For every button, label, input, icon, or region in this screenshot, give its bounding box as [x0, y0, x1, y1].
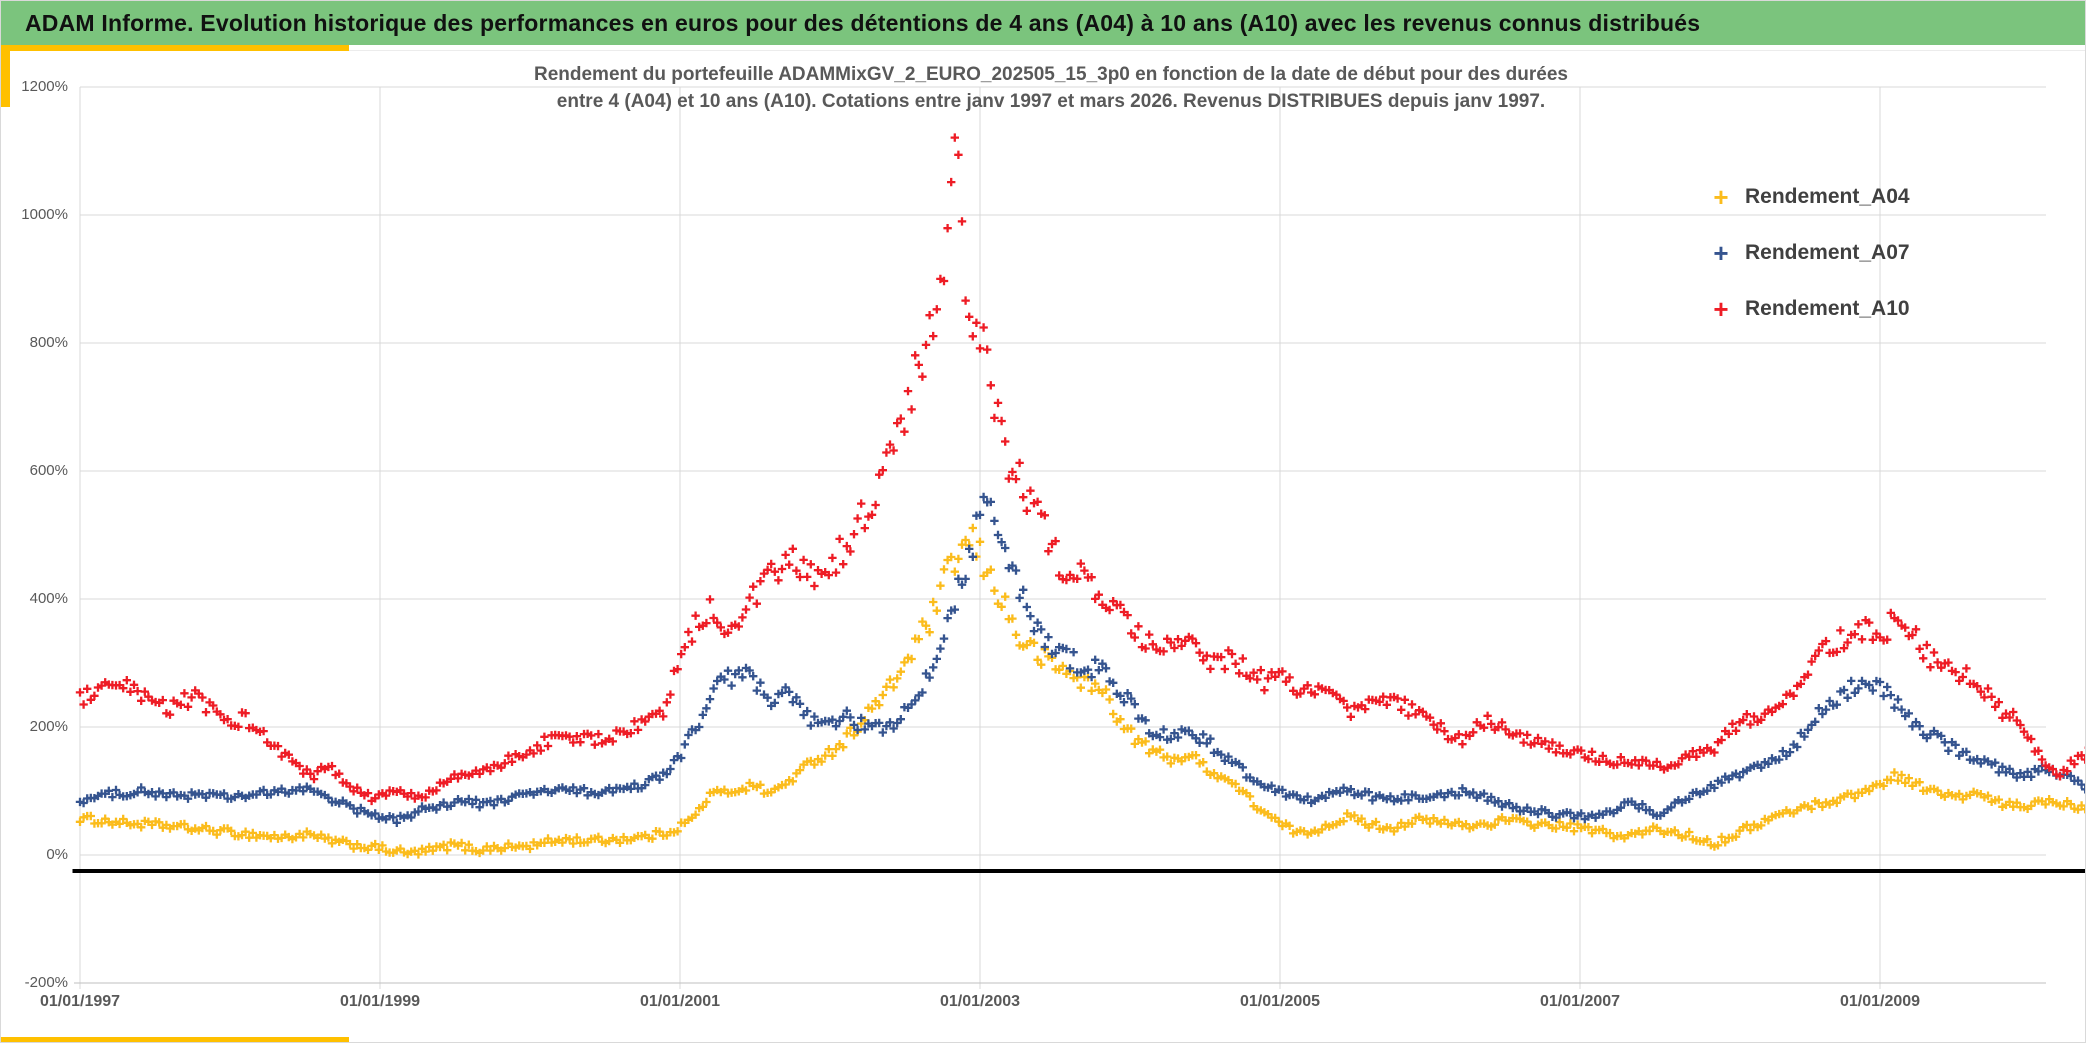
- chart-title: Rendement du portefeuille ADAMMixGV_2_EU…: [351, 61, 1751, 115]
- y-tick-label: 0%: [46, 846, 68, 863]
- gold-accent-top: [1, 45, 349, 51]
- y-tick-label: 600%: [29, 462, 68, 479]
- legend-item-rendement-a10[interactable]: + Rendement_A10: [1701, 294, 1910, 324]
- series-rendement_a10: [75, 133, 2085, 806]
- legend-item-rendement-a07[interactable]: + Rendement_A07: [1701, 238, 1910, 268]
- chart-title-line2: entre 4 (A04) et 10 ans (A10). Cotations…: [556, 91, 1546, 112]
- x-tick-label: 01/01/2001: [639, 993, 721, 1010]
- x-tick-label: 01/01/2007: [1539, 993, 1621, 1010]
- plus-marker-icon: +: [1713, 182, 1729, 212]
- legend-label: Rendement_A07: [1745, 241, 1910, 264]
- y-tick-label: 400%: [29, 590, 68, 607]
- gold-accent-left: [1, 45, 10, 107]
- x-tick-label: 01/01/1997: [39, 993, 121, 1010]
- page-title-banner: ADAM Informe. Evolution historique des p…: [1, 1, 2085, 45]
- separator-line: [349, 50, 2085, 51]
- y-tick-label: 1200%: [21, 78, 68, 95]
- series-rendement_a04: [75, 523, 2085, 859]
- y-tick-label: 800%: [29, 334, 68, 351]
- legend-label: Rendement_A10: [1745, 297, 1910, 320]
- x-tick-label: 01/01/2003: [939, 993, 1021, 1010]
- legend-label: Rendement_A04: [1745, 185, 1910, 208]
- plus-marker-icon: +: [1713, 294, 1729, 324]
- chart-title-line1: Rendement du portefeuille ADAMMixGV_2_EU…: [533, 64, 1568, 85]
- y-tick-label: -200%: [24, 974, 68, 991]
- x-tick-label: 01/01/2009: [1839, 993, 1921, 1010]
- x-tick-label: 01/01/2005: [1239, 993, 1321, 1010]
- x-tick-label: 01/01/1999: [339, 993, 421, 1010]
- series-rendement_a07: [75, 492, 2085, 827]
- y-tick-label: 200%: [29, 718, 68, 735]
- plus-marker-icon: +: [1713, 238, 1729, 268]
- gold-accent-bottom: [1, 1037, 349, 1042]
- y-tick-label: 1000%: [21, 206, 68, 223]
- page-title: ADAM Informe. Evolution historique des p…: [25, 9, 1701, 36]
- legend-item-rendement-a04[interactable]: + Rendement_A04: [1701, 182, 1910, 212]
- gridlines: [79, 86, 2046, 989]
